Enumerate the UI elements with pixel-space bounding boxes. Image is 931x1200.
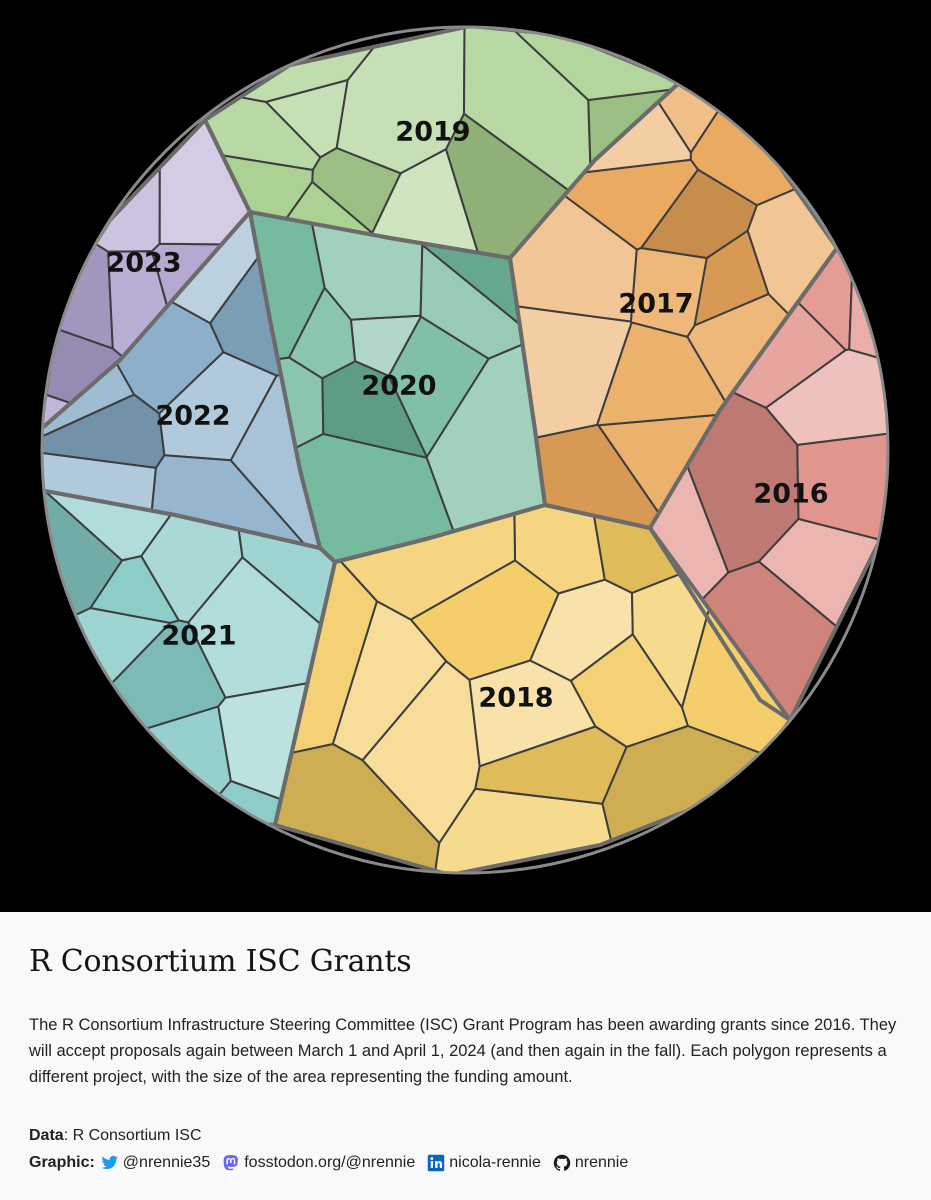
twitter-icon <box>101 1155 119 1169</box>
linkedin-icon <box>427 1154 445 1171</box>
twitter-link[interactable]: @nrennie35 <box>95 1149 210 1176</box>
project-cell-2021-6 <box>123 705 232 820</box>
year-label-2020: 2020 <box>361 371 436 402</box>
project-cell-2022-9 <box>42 451 157 512</box>
data-credit-value: : R Consortium ISC <box>63 1127 202 1144</box>
linkedin-handle: nicola-rennie <box>449 1154 541 1171</box>
data-credit-label: Data <box>29 1127 64 1144</box>
github-icon <box>553 1154 571 1171</box>
mastodon-handle: fosstodon.org/@nrennie <box>244 1154 416 1171</box>
year-label-2016: 2016 <box>753 479 828 510</box>
project-cell-2022-7 <box>42 393 166 469</box>
github-handle: nrennie <box>574 1154 629 1171</box>
year-label-2022: 2022 <box>155 401 230 432</box>
page-title: R Consortium ISC Grants <box>29 944 412 979</box>
caption-panel: R Consortium ISC Grants The R Consortium… <box>0 912 931 1200</box>
voronoi-treemap-chart: 2016 2017 2018 2019 2020 2021 2022 2023 <box>40 25 890 875</box>
credits: Data : R Consortium ISC Graphic: @nrenni… <box>29 1122 634 1176</box>
year-label-2021: 2021 <box>161 621 236 652</box>
description-text: The R Consortium Infrastructure Steering… <box>29 1016 897 1086</box>
year-label-2019: 2019 <box>395 117 470 148</box>
linkedin-link[interactable]: nicola-rennie <box>421 1149 541 1176</box>
graphic-credit: Graphic: @nrennie35 fosstodon.org/@nrenn… <box>29 1149 634 1176</box>
year-label-2018: 2018 <box>478 683 553 714</box>
graphic-credit-label: Graphic <box>29 1154 90 1171</box>
twitter-handle: @nrennie35 <box>122 1154 211 1171</box>
data-credit: Data : R Consortium ISC <box>29 1122 634 1149</box>
mastodon-link[interactable]: fosstodon.org/@nrennie <box>216 1149 415 1176</box>
outer-circle <box>40 25 890 875</box>
project-cell-2018-13 <box>468 659 597 768</box>
chart-panel: 2016 2017 2018 2019 2020 2021 2022 2023 <box>0 0 931 912</box>
graphic-credit-colon: : <box>89 1154 95 1171</box>
year-label-2023: 2023 <box>106 248 181 279</box>
github-link[interactable]: nrennie <box>547 1149 628 1176</box>
year-label-2017: 2017 <box>618 289 693 320</box>
project-cell-2020-10 <box>288 286 357 380</box>
mastodon-icon <box>223 1154 239 1170</box>
